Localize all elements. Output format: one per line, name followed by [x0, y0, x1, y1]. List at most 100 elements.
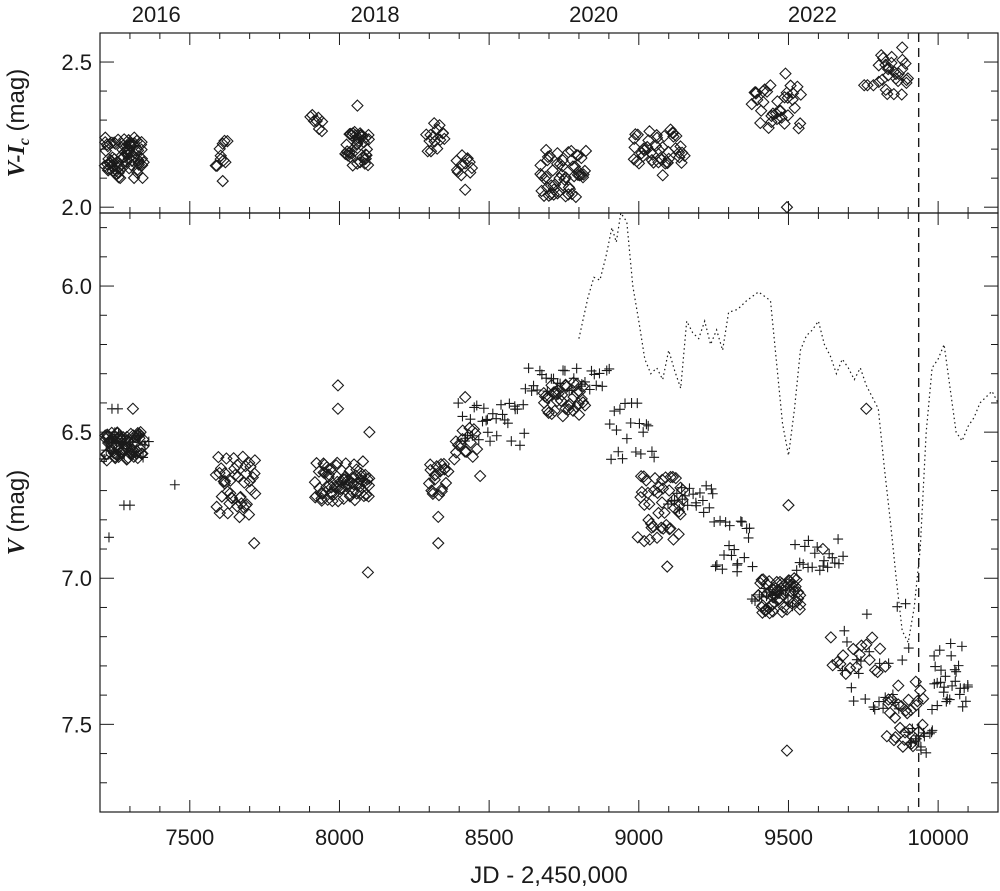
diamond-point	[861, 78, 874, 92]
diamond-point	[635, 146, 648, 160]
plus-point	[519, 428, 530, 439]
plus-point	[739, 552, 750, 563]
diamond-point	[131, 144, 145, 157]
diamond-point	[354, 470, 368, 483]
diamond-point	[315, 124, 329, 138]
plus-point	[954, 689, 965, 700]
diamond-point	[239, 459, 252, 473]
plus-point	[874, 658, 885, 669]
plus-point	[646, 446, 657, 457]
diamond-point	[853, 648, 866, 661]
plus-point	[609, 406, 620, 417]
plus-point	[520, 383, 531, 394]
plus-point	[698, 507, 709, 518]
diamond-point	[227, 451, 240, 465]
plus-point	[837, 665, 848, 676]
plus-point	[133, 430, 144, 441]
diamond-point	[133, 427, 146, 441]
diamond-point	[916, 692, 930, 705]
color-index-y-label-unit: (mag)	[3, 69, 30, 138]
diamond-point	[645, 521, 658, 534]
diamond-point	[898, 726, 912, 739]
x-tick-label: 9000	[614, 825, 663, 850]
plus-point	[868, 702, 879, 713]
diamond-point	[348, 493, 362, 507]
plus-point	[957, 701, 968, 712]
plus-point	[482, 427, 493, 438]
diamond-point	[793, 588, 807, 602]
plus-point	[115, 438, 126, 449]
plus-point	[601, 365, 612, 376]
plus-point	[589, 369, 600, 380]
plus-point	[890, 697, 901, 708]
diamond-point	[656, 482, 670, 495]
diamond-point	[102, 152, 115, 166]
diamond-point	[643, 125, 656, 138]
plus-point	[807, 562, 818, 573]
plus-point	[921, 747, 932, 758]
plus-point	[459, 436, 470, 447]
diamond-point	[218, 134, 231, 148]
diamond-point	[664, 123, 677, 136]
x-tick-labels: 7500 8000 8500 9000 9500 10000	[165, 825, 968, 850]
diamond-point	[880, 729, 894, 743]
diamond-point	[556, 409, 570, 423]
diamond-point	[216, 137, 230, 151]
plus-point	[855, 656, 866, 667]
plus-point	[701, 480, 712, 491]
plus-point	[604, 419, 615, 430]
diamond-point	[105, 136, 119, 150]
plus-point	[883, 658, 894, 669]
diamond-point	[867, 78, 880, 92]
plus-point	[706, 483, 717, 494]
plus-point	[926, 727, 937, 738]
plus-point	[938, 687, 949, 698]
plus-point	[838, 551, 849, 562]
plus-point	[504, 398, 515, 409]
diamond-point	[766, 598, 780, 611]
diamond-point	[135, 143, 148, 156]
diamond-point	[773, 104, 786, 117]
plus-point	[892, 601, 903, 612]
diamond-point	[667, 533, 680, 546]
diamond-point	[672, 505, 686, 518]
plus-point	[594, 368, 605, 379]
diamond-point	[662, 152, 676, 166]
diamond-point	[112, 450, 125, 464]
diamond-point	[666, 470, 680, 484]
diamond-point	[331, 379, 345, 392]
plus-point	[694, 487, 705, 498]
plus-point	[124, 500, 135, 511]
color-index-ticks: 2.0 2.5	[61, 32, 999, 220]
diamond-point	[567, 376, 580, 390]
color-index-y-axis-title: V-Ic (mag)	[3, 69, 33, 177]
diamond-point	[210, 500, 223, 514]
diamond-point	[126, 402, 140, 416]
diamond-point	[766, 605, 780, 618]
color-index-panel: 2.0 2.5	[61, 32, 999, 220]
diamond-point	[562, 181, 576, 194]
diamond-point	[315, 494, 329, 507]
diamond-point	[650, 128, 663, 142]
diamond-point	[778, 91, 791, 104]
diamond-point	[346, 485, 360, 499]
diamond-point	[678, 149, 691, 163]
diamond-point	[109, 137, 122, 151]
plus-point	[919, 731, 930, 742]
diamond-point	[637, 534, 651, 548]
diamond-point	[429, 468, 443, 481]
diamond-point	[775, 605, 789, 619]
diamond-point	[133, 442, 147, 456]
diamond-point	[779, 67, 792, 80]
plus-point	[634, 418, 645, 429]
diamond-point	[362, 128, 375, 142]
diamond-point	[855, 639, 868, 652]
plus-point	[930, 661, 941, 672]
plus-point	[942, 693, 953, 704]
diamond-point	[112, 166, 125, 180]
year-label: 2020	[569, 2, 618, 27]
diamond-point	[430, 142, 444, 155]
diamond-point	[359, 488, 373, 502]
plus-point	[630, 447, 641, 458]
diamond-point	[548, 404, 562, 418]
